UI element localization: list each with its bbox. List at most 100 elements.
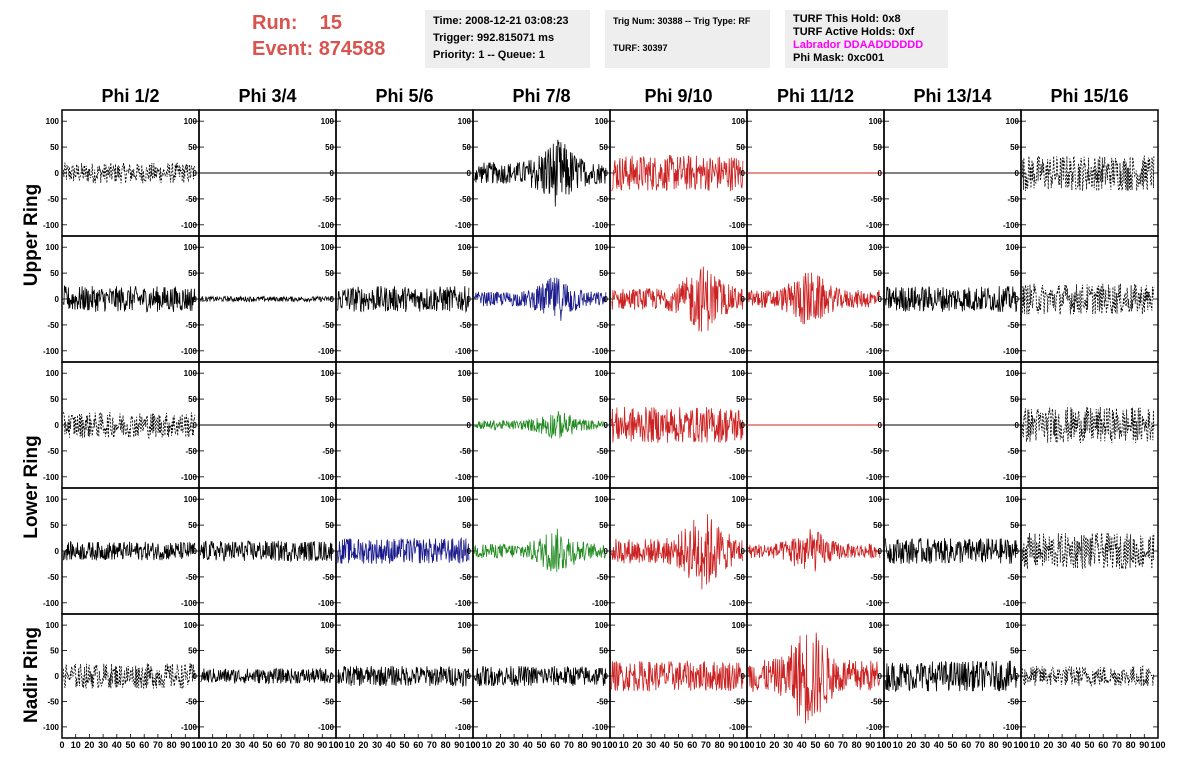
- panel-r3-c3: 100 50 0 -50 -100: [318, 361, 474, 489]
- panel-r3-c1: 100 50 0 -50 -100: [43, 361, 200, 489]
- waveform-line: [337, 536, 470, 564]
- x-tick-label: 90: [1139, 740, 1149, 750]
- y-tick-label: -100: [43, 473, 60, 482]
- column-header: Phi 1/2: [101, 86, 160, 106]
- x-tick-label: 30: [783, 740, 793, 750]
- x-tick-label: 40: [523, 740, 533, 750]
- y-tick-label: 0: [193, 672, 198, 681]
- y-tick-label: -50: [47, 195, 59, 204]
- waveform-line: [748, 272, 881, 325]
- x-tick-label: 30: [1057, 740, 1067, 750]
- y-tick-label: 0: [878, 421, 883, 430]
- turf-hold-text: TURF This Hold: 0x8: [793, 13, 901, 25]
- x-tick-label: 0: [744, 740, 749, 750]
- column-header: Phi 5/6: [375, 86, 434, 106]
- x-tick-label: 80: [852, 740, 862, 750]
- y-tick-label: -50: [47, 447, 59, 456]
- column-header: Phi 15/16: [1050, 86, 1129, 106]
- y-tick-label: -100: [455, 473, 472, 482]
- y-tick-label: 100: [184, 621, 198, 630]
- x-tick-label: 60: [276, 740, 286, 750]
- y-tick-label: 0: [1015, 547, 1020, 556]
- y-tick-label: 50: [188, 143, 197, 152]
- y-tick-label: -100: [455, 347, 472, 356]
- y-tick-label: 50: [188, 521, 197, 530]
- x-tick-label: 70: [427, 740, 437, 750]
- panel-r4-c3: 100 50 0 -50 -100: [318, 487, 474, 615]
- x-tick-label: 100: [1013, 740, 1028, 750]
- y-tick-label: -50: [185, 321, 197, 330]
- y-tick-label: 100: [321, 243, 335, 252]
- y-tick-label: 50: [325, 143, 334, 152]
- x-tick-label: 40: [797, 740, 807, 750]
- x-tick-label: 20: [632, 740, 642, 750]
- y-tick-label: 0: [193, 547, 198, 556]
- waveform-line: [474, 139, 607, 207]
- y-tick-label: -100: [318, 221, 335, 230]
- panel-r1-c8: 100 50 0 -50 -100: [1003, 109, 1159, 237]
- panel-r3-c4: 100 50 0 -50 -100: [455, 361, 611, 489]
- panel-r4-c5: 100 50 0 -50 -100: [592, 487, 748, 615]
- y-tick-label: 100: [46, 369, 60, 378]
- waveform-line: [474, 411, 607, 439]
- y-tick-label: -50: [733, 195, 745, 204]
- y-tick-label: -50: [1007, 697, 1019, 706]
- y-tick-label: -50: [870, 195, 882, 204]
- x-tick-label: 0: [1018, 740, 1023, 750]
- turf-active-text: TURF Active Holds: 0xf: [793, 26, 915, 38]
- y-tick-label: -100: [318, 599, 335, 608]
- x-tick-label: 60: [139, 740, 149, 750]
- waveform-line: [63, 663, 196, 690]
- y-tick-label: 0: [604, 169, 609, 178]
- waveform-line: [200, 295, 333, 303]
- x-tick-label: 0: [881, 740, 886, 750]
- waveform-line: [63, 540, 196, 561]
- y-tick-label: 100: [458, 369, 472, 378]
- y-tick-label: -50: [459, 697, 471, 706]
- y-tick-label: 0: [741, 672, 746, 681]
- y-tick-label: 50: [873, 269, 882, 278]
- y-tick-label: -50: [870, 697, 882, 706]
- y-tick-label: 0: [467, 169, 472, 178]
- y-tick-label: 0: [193, 169, 198, 178]
- x-tick-label: 90: [865, 740, 875, 750]
- panel-r5-c2: 100 50 0 -50 -100: [181, 613, 337, 739]
- x-tick-label: 80: [167, 740, 177, 750]
- x-tick-label: 30: [98, 740, 108, 750]
- y-tick-label: 50: [599, 269, 608, 278]
- y-tick-label: -50: [870, 573, 882, 582]
- y-tick-label: -50: [47, 321, 59, 330]
- y-tick-label: 50: [599, 395, 608, 404]
- x-tick-label: 0: [470, 740, 475, 750]
- y-tick-label: 0: [330, 547, 335, 556]
- panel-r1-c4: 100 50 0 -50 -100: [455, 109, 611, 237]
- x-tick-label: 80: [1126, 740, 1136, 750]
- y-tick-label: 100: [595, 621, 609, 630]
- y-tick-label: 100: [732, 117, 746, 126]
- x-tick-label: 80: [304, 740, 314, 750]
- y-tick-label: -100: [866, 473, 883, 482]
- y-tick-label: 0: [878, 169, 883, 178]
- y-tick-label: 0: [878, 672, 883, 681]
- time-info-box: Time: 2008-12-21 03:08:23 Trigger: 992.8…: [425, 10, 590, 68]
- x-tick-label: 30: [235, 740, 245, 750]
- x-tick-label: 50: [262, 740, 272, 750]
- x-tick-label: 0: [196, 740, 201, 750]
- panel-frame: [609, 613, 748, 739]
- y-tick-label: -100: [592, 473, 609, 482]
- y-tick-label: 50: [736, 143, 745, 152]
- y-tick-label: 50: [50, 143, 59, 152]
- y-tick-label: 50: [188, 269, 197, 278]
- y-tick-label: 100: [595, 117, 609, 126]
- y-tick-label: 50: [462, 647, 471, 656]
- waveform-line: [748, 528, 881, 572]
- y-tick-label: 100: [595, 495, 609, 504]
- y-tick-label: -100: [181, 221, 198, 230]
- trig-info-box: Trig Num: 30388 -- Trig Type: RF TURF: 3…: [605, 10, 770, 68]
- y-tick-label: 100: [732, 495, 746, 504]
- panel-r2-c7: 100 50 0 -50 -100: [866, 235, 1022, 363]
- y-tick-label: 50: [325, 521, 334, 530]
- y-tick-label: -100: [866, 599, 883, 608]
- y-tick-label: 100: [869, 495, 883, 504]
- run-label: Run:: [252, 12, 298, 34]
